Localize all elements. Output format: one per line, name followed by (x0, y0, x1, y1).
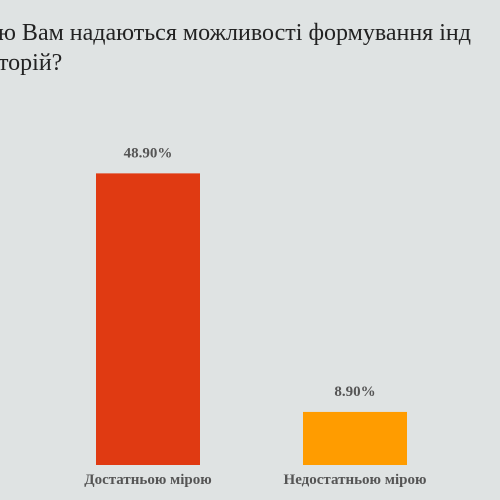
chart-title-line-2: торій? (0, 50, 63, 76)
bar-1 (96, 173, 200, 466)
data-label-1: 48.90% (124, 145, 173, 161)
category-label-2: Недостатньою мірою (284, 472, 427, 488)
chart-title-line-1: ю Вам надаються можливості формування ін… (0, 20, 471, 46)
data-label-2: 8.90% (334, 384, 375, 400)
category-label-1: Достатньою мірою (84, 472, 212, 488)
bar-2 (303, 411, 407, 465)
